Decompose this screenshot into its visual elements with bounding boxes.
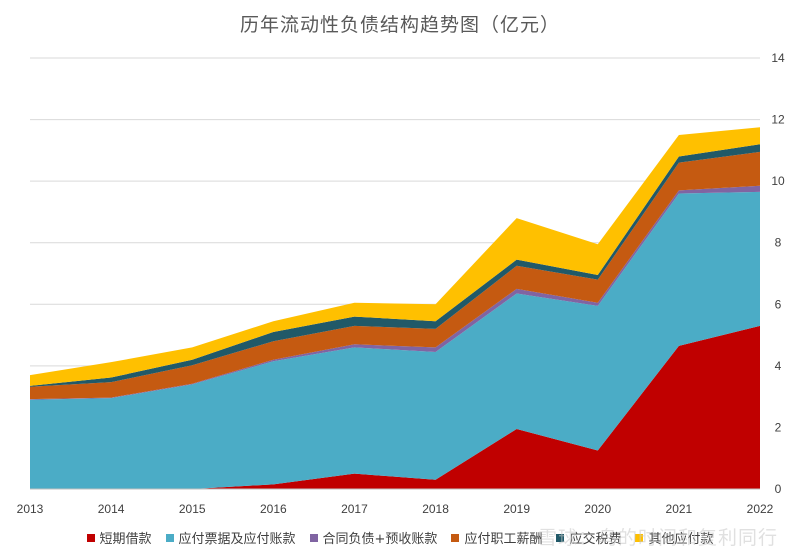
x-tick-label: 2016 [260, 502, 287, 516]
x-tick-label: 2020 [584, 502, 611, 516]
legend-swatch [451, 533, 460, 542]
legend-item: 其他应付款 [635, 528, 713, 547]
y-tick-label: 12 [771, 113, 785, 127]
y-tick-label: 0 [775, 482, 782, 496]
legend-swatch [635, 533, 644, 542]
y-tick-label: 8 [775, 236, 782, 250]
y-tick-label: 6 [775, 297, 782, 311]
legend-item: 应交税费 [556, 528, 621, 547]
legend-swatch [86, 533, 95, 542]
legend-label: 应付票据及应付账款 [178, 532, 296, 547]
y-tick-label: 14 [771, 51, 785, 65]
area-series-2 [30, 191, 760, 490]
axes: 0 2 4 6 8 10 12 14 2013 2014 2015 2016 2017 2018 2019 2… [17, 51, 785, 516]
x-tick-label: 2017 [341, 502, 368, 516]
x-tick-label: 2018 [422, 502, 449, 516]
x-tick-label: 2021 [666, 502, 693, 516]
x-tick-label: 2013 [17, 502, 44, 516]
y-tick-label: 10 [771, 174, 785, 188]
chart-title: 历年流动性负债结构趋势图（亿元） [239, 14, 560, 36]
legend-swatch [165, 533, 174, 542]
y-tick-label: 2 [775, 420, 782, 434]
area-series-4 [30, 151, 760, 400]
legend-label: 合同负债+预收账款 [322, 532, 438, 547]
legend-label: 应交税费 [569, 532, 622, 547]
legend-item: 短期借款 [86, 528, 152, 547]
area-series-1 [30, 325, 760, 489]
legend-label: 应付职工薪酬 [464, 532, 543, 547]
watermark-text: 雪球：乌的时间和复利同行 [537, 527, 778, 549]
legend-item: 应付职工薪酬 [451, 528, 542, 547]
x-tick-label: 2014 [98, 502, 125, 516]
x-tick-label: 2015 [179, 502, 206, 516]
legend-item: 合同负债+预收账款 [309, 528, 438, 547]
legend-item: 应付票据及应付账款 [165, 528, 296, 547]
area-series-6 [30, 127, 760, 386]
legend-swatch [556, 533, 565, 542]
legend: 短期借款 应付票据及应付账款 合同负债+预收账款 应付职工薪酬 应交税费 其他应付款 [0, 528, 800, 547]
legend-label: 其他应付款 [648, 532, 714, 547]
legend-label: 短期借款 [99, 532, 152, 547]
x-tick-label: 2022 [747, 502, 774, 516]
legend-swatch [309, 533, 318, 542]
area-series [30, 127, 760, 490]
x-tick-label: 2019 [503, 502, 530, 516]
y-tick-label: 4 [775, 359, 782, 373]
